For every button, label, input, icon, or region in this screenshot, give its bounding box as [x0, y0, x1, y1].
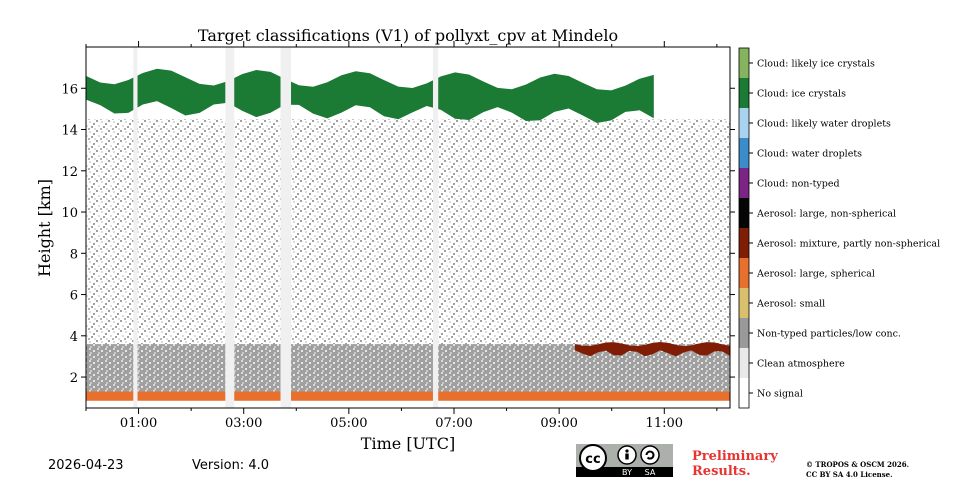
legend-frame [738, 47, 750, 409]
data-gap-2 [280, 47, 292, 408]
legend-swatch-9 [739, 318, 749, 348]
legend-label-6: Aerosol: mixture, partly non-spherical [756, 239, 940, 250]
cc-license-badge: cc BY SA [576, 444, 673, 477]
plot-area [86, 47, 730, 408]
layer-non-typed-particles-low-conc-0 [86, 344, 730, 394]
y-axis-label: Height [km] [35, 179, 54, 277]
sa-text: SA [645, 468, 656, 477]
legend-colorbar: Cloud: likely ice crystals Cloud: ice cry… [738, 47, 940, 409]
data-gap-0 [133, 47, 138, 408]
legend-label-10: Clean atmosphere [757, 359, 845, 370]
preliminary-line-2: Results. [692, 464, 751, 479]
sa-icon [640, 445, 660, 465]
footer-date: 2026-04-23 [48, 458, 124, 473]
copyright-line-2: CC BY SA 4.0 License. [806, 470, 893, 479]
y-tick-label-16: 16 [61, 82, 78, 97]
legend-label-2: Cloud: likely water droplets [757, 119, 891, 130]
y-tick-label-8: 8 [70, 247, 78, 262]
legend-label-3: Cloud: water droplets [757, 149, 862, 160]
y-tick-label-2: 2 [70, 371, 78, 386]
legend-swatch-5 [739, 198, 749, 228]
legend-swatch-11 [739, 378, 749, 408]
x-tick-label-1100: 11:00 [646, 416, 683, 431]
preliminary-line-1: Preliminary [692, 449, 778, 464]
copyright-notice: © TROPOS & OSCM 2026. CC BY SA 4.0 Licen… [806, 460, 909, 480]
preliminary-results: Preliminary Results. [692, 449, 778, 479]
y-tick-label-4: 4 [70, 330, 78, 345]
by-text: BY [622, 468, 632, 477]
legend-swatch-6 [739, 228, 749, 258]
x-tick-label-0900: 09:00 [540, 416, 577, 431]
x-axis-label: Time [UTC] [361, 434, 455, 453]
data-gap-1 [225, 47, 235, 408]
x-axis: 01:00 03:00 05:00 07:00 09:00 11:00 [85, 41, 718, 431]
legend-swatch-4 [739, 168, 749, 198]
legend-swatch-10 [739, 348, 749, 378]
legend-swatch-0 [739, 48, 749, 78]
copyright-line-1: © TROPOS & OSCM 2026. [806, 460, 910, 469]
x-tick-label-0700: 07:00 [435, 416, 472, 431]
x-tick-label-0100: 01:00 [120, 416, 157, 431]
legend-label-4: Cloud: non-typed [757, 179, 840, 190]
legend-swatch-1 [739, 78, 749, 108]
legend-label-8: Aerosol: small [756, 299, 825, 310]
layer-aerosol-large-spherical-2 [86, 391, 730, 401]
legend-swatch-8 [739, 288, 749, 318]
legend-swatch-3 [739, 138, 749, 168]
y-tick-label-6: 6 [70, 289, 78, 304]
legend-swatch-2 [739, 108, 749, 138]
legend-label-1: Cloud: ice crystals [757, 89, 846, 100]
data-gap-3 [432, 47, 439, 408]
layer-non-typed-particles-low-conc-1 [86, 119, 730, 345]
cc-text: cc [585, 452, 600, 467]
legend-swatch-7 [739, 258, 749, 288]
legend-label-5: Aerosol: large, non-spherical [756, 209, 896, 220]
x-tick-label-0500: 05:00 [330, 416, 367, 431]
legend-label-9: Non-typed particles/low conc. [757, 329, 901, 340]
legend-label-0: Cloud: likely ice crystals [757, 59, 875, 70]
cc-icon [579, 444, 607, 472]
y-tick-label-10: 10 [61, 206, 78, 221]
y-tick-label-14: 14 [61, 124, 78, 139]
y-tick-label-12: 12 [61, 165, 78, 180]
legend-label-7: Aerosol: large, spherical [756, 269, 875, 280]
layer-aerosol-mixture-partly-non-spherical-3 [574, 342, 730, 357]
y-axis: 2 4 6 8 10 12 14 16 [61, 82, 735, 386]
footer-version: Version: 4.0 [192, 458, 269, 473]
plot-frame [85, 46, 731, 409]
chart-title: Target classifications (V1) of pollyxt_c… [198, 26, 618, 45]
x-tick-label-0300: 03:00 [225, 416, 262, 431]
legend-label-11: No signal [757, 389, 803, 400]
